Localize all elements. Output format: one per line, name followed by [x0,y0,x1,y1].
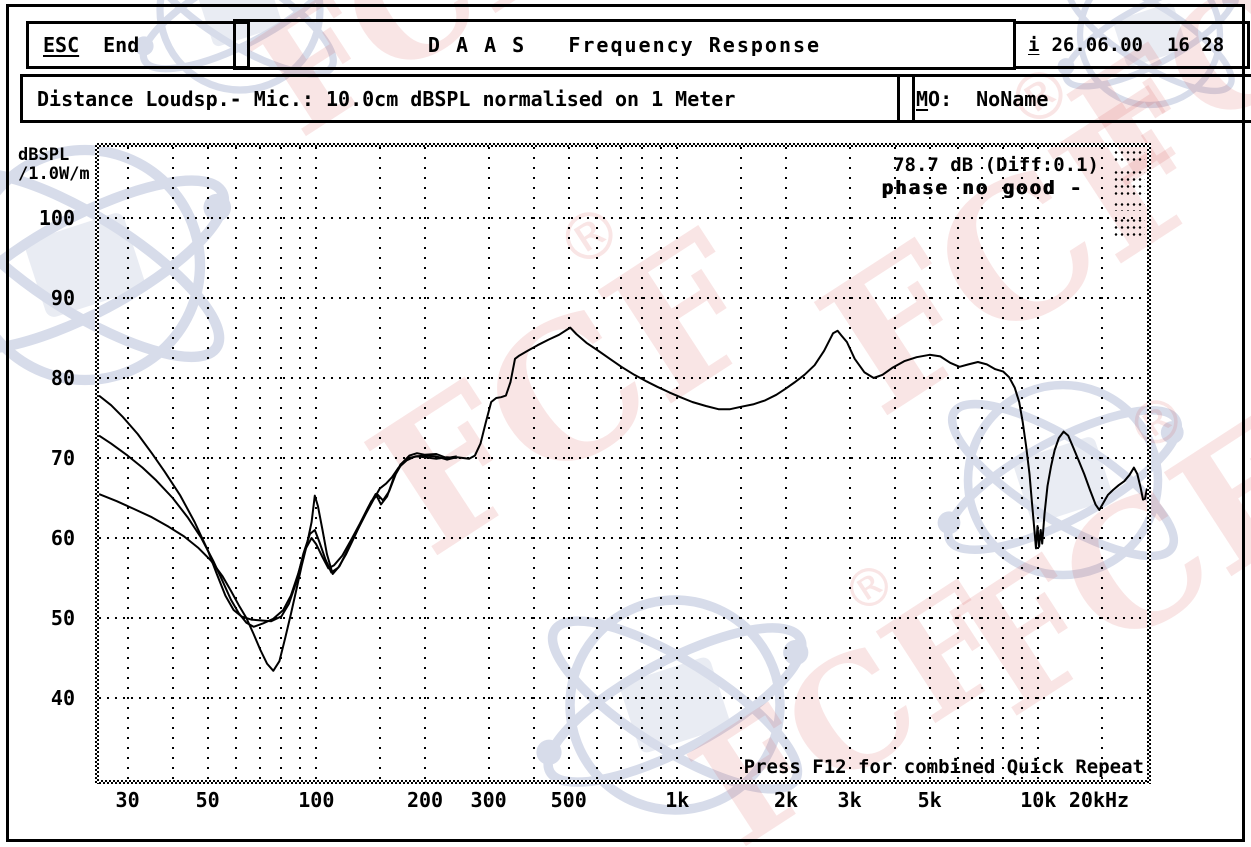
v-gridline-400hz [532,147,535,780]
esc-action-label: End [103,33,140,57]
plot-frame-left [95,143,99,784]
x-tick-label-5k: 5k [917,788,942,812]
plot-area: 78.7 dB (Diff:0.1) phase no good - Press… [99,147,1147,780]
frequency-response-plot: 78.7 dB (Diff:0.1) phase no good - Press… [95,143,1151,784]
window-title-bar: D A A S Frequency Response [233,19,1016,70]
phase-curve-fragment [1113,149,1145,241]
v-gridline-1500hz [739,147,742,780]
app-title: D A A S Frequency Response [427,32,822,57]
curve-main-response [456,326,1147,550]
x-tick-label-20kHz: 20kHz [1068,788,1130,812]
x-tick-label-3k: 3k [837,788,862,812]
plot-frame-right [1147,143,1151,784]
v-gridline-900hz [659,147,662,780]
h-gridline-70db [99,457,1147,459]
v-gridline-300hz [487,147,490,780]
v-gridline-800hz [641,147,644,780]
response-curves [99,326,1147,672]
curve-lf-curve-c [99,454,458,672]
y-tick-label-50: 50 [50,606,75,630]
x-tick-label-300: 300 [470,788,507,812]
y-axis-unit-label: dBSPL/1.0W/m [18,145,90,184]
time-value: 16 28 [1166,34,1225,56]
v-gridline-500hz [567,147,570,780]
date-value: 26.06.00 [1051,34,1143,56]
v-gridline-4000hz [893,147,896,780]
measurement-info-box: Distance Loudsp.- Mic.: 10.0cm dBSPL nor… [20,74,915,123]
level-readout: 78.7 dB (Diff:0.1) [893,154,1099,176]
x-tick-label-200: 200 [406,788,444,812]
status-hint-text: Press F12 for combined Quick Repeat [743,756,1144,778]
v-gridline-200hz [424,147,426,780]
h-gridline-100db [99,217,1147,219]
memo-value: NoName [976,86,1049,111]
v-gridline-60hz [235,147,238,780]
v-gridline-30hz [126,147,129,780]
x-tick-label-500: 500 [550,788,587,812]
y-tick-label-100: 100 [38,206,75,230]
v-gridline-50hz [206,147,209,780]
x-tick-label-30: 30 [115,788,140,812]
v-gridline-2000hz [785,147,787,780]
plot-frame-bottom [95,780,1151,784]
curve-lf-curve-a [99,394,457,623]
v-gridline-5000hz [928,147,931,780]
y-tick-label-80: 80 [50,366,75,390]
h-gridline-60db [99,537,1147,539]
y-tick-label-60: 60 [50,526,75,550]
memo-key-label: M [916,86,929,111]
v-gridline-80hz [280,147,283,780]
y-tick-label-70: 70 [50,446,75,470]
v-gridline-90hz [298,147,301,780]
v-gridline-700hz [620,147,623,780]
h-gridline-80db [99,377,1147,379]
y-tick-label-90: 90 [50,286,75,310]
v-gridline-3000hz [848,147,851,780]
esc-key-label: ESC [43,33,80,57]
v-gridline-100hz [315,147,318,780]
info-datetime-box[interactable]: i 26.06.00 16 28 [1013,21,1250,69]
v-gridline-150hz [378,147,381,780]
measurement-info-text: Distance Loudsp.- Mic.: 10.0cm dBSPL nor… [37,86,736,111]
x-tick-label-50: 50 [195,788,220,812]
esc-end-button[interactable]: ESC End [26,21,250,69]
info-key-label: i [1028,34,1040,56]
x-tick-label-1k: 1k [665,788,690,812]
memo-box[interactable]: M O: NoName [897,74,1251,123]
x-tick-label-10k: 10k [1020,788,1057,812]
phase-status-text: phase no good - [881,177,1083,199]
h-gridline-90db [99,297,1147,299]
v-gridline-70hz [259,147,262,780]
y-tick-label-40: 40 [50,686,75,710]
memo-key-rest: O: [928,86,953,111]
v-gridline-600hz [596,147,599,780]
v-gridline-1000hz [676,147,679,780]
x-tick-label-100: 100 [298,788,335,812]
plot-frame-top [95,143,1151,147]
v-gridline-40hz [171,147,174,780]
